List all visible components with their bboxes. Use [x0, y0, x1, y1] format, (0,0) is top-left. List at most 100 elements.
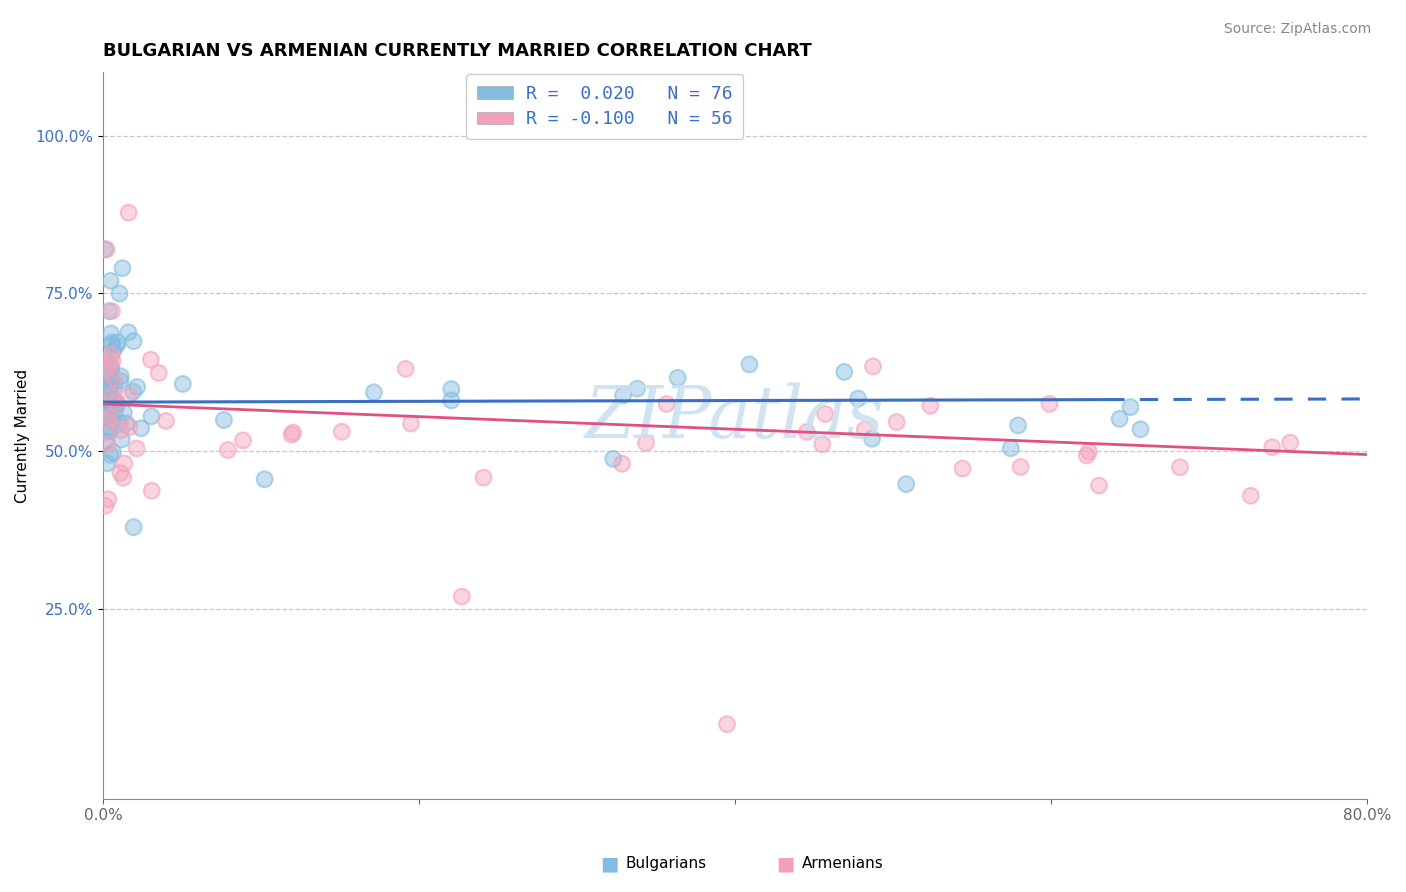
Point — [1261, 440, 1284, 454]
Point — [118, 388, 141, 402]
Point — [886, 415, 908, 429]
Point — [666, 371, 689, 385]
Point — [100, 400, 122, 414]
Point — [94, 369, 117, 384]
Text: Source: ZipAtlas.com: Source: ZipAtlas.com — [1223, 22, 1371, 37]
Point — [107, 335, 129, 350]
Point — [101, 335, 124, 350]
Point — [253, 472, 276, 486]
Point — [450, 590, 472, 604]
Point — [1240, 489, 1263, 503]
Point — [1000, 442, 1022, 456]
Point — [281, 425, 304, 440]
Point — [100, 377, 122, 392]
Point — [103, 343, 125, 358]
Point — [101, 304, 124, 318]
Point — [141, 483, 163, 498]
Point — [1010, 460, 1032, 475]
Point — [104, 405, 127, 419]
Point — [738, 358, 761, 372]
Point — [105, 395, 128, 409]
Point — [100, 348, 122, 362]
Point — [612, 388, 634, 402]
Point — [253, 472, 276, 486]
Point — [1119, 400, 1142, 414]
Point — [110, 374, 132, 388]
Point — [738, 358, 761, 372]
Point — [98, 409, 121, 424]
Point — [101, 445, 124, 459]
Point — [1038, 397, 1060, 411]
Point — [100, 360, 122, 375]
Point — [846, 392, 869, 406]
Point — [104, 405, 127, 419]
Point — [101, 389, 124, 403]
Point — [440, 393, 463, 408]
Point — [832, 365, 855, 379]
Point — [100, 274, 122, 288]
Point — [139, 352, 162, 367]
Point — [172, 376, 194, 391]
Point — [94, 499, 117, 513]
Point — [212, 413, 235, 427]
Point — [100, 400, 122, 414]
Point — [281, 425, 304, 440]
Point — [110, 369, 132, 384]
Point — [716, 717, 738, 731]
Point — [98, 424, 121, 438]
Point — [101, 354, 124, 368]
Point — [105, 397, 128, 411]
Point — [100, 361, 122, 376]
Point — [101, 445, 124, 459]
Point — [155, 414, 177, 428]
Point — [440, 382, 463, 396]
Point — [1077, 444, 1099, 458]
Point — [212, 413, 235, 427]
Point — [610, 457, 633, 471]
Point — [101, 389, 124, 403]
Point — [94, 369, 117, 384]
Point — [96, 370, 118, 384]
Point — [112, 457, 135, 471]
Point — [112, 471, 135, 485]
Point — [96, 456, 118, 470]
Point — [96, 370, 118, 384]
Point — [1000, 442, 1022, 456]
Point — [894, 477, 917, 491]
Point — [98, 448, 121, 462]
Point — [117, 325, 139, 339]
Point — [98, 424, 121, 438]
Point — [108, 416, 131, 430]
Point — [1076, 449, 1098, 463]
Point — [1168, 460, 1191, 475]
Text: Armenians: Armenians — [801, 856, 883, 871]
Point — [97, 492, 120, 507]
Point — [98, 409, 121, 423]
Point — [94, 434, 117, 449]
Point — [1007, 418, 1029, 433]
Point — [98, 411, 121, 425]
Point — [98, 390, 121, 404]
Point — [127, 380, 149, 394]
Point — [363, 385, 385, 400]
Point — [602, 451, 624, 466]
Text: Bulgarians: Bulgarians — [626, 856, 707, 871]
Point — [105, 338, 128, 352]
Point — [122, 384, 145, 399]
Point — [118, 388, 141, 402]
Point — [94, 367, 117, 381]
Point — [612, 388, 634, 402]
Point — [280, 427, 302, 442]
Point — [602, 451, 624, 466]
Point — [232, 434, 254, 448]
Legend: R =  0.020   N = 76, R = -0.100   N = 56: R = 0.020 N = 76, R = -0.100 N = 56 — [467, 74, 744, 139]
Point — [103, 343, 125, 358]
Point — [796, 425, 818, 439]
Point — [101, 354, 124, 368]
Point — [626, 382, 648, 396]
Point — [118, 420, 141, 434]
Point — [96, 409, 118, 424]
Point — [112, 471, 135, 485]
Point — [634, 436, 657, 450]
Point — [100, 360, 122, 375]
